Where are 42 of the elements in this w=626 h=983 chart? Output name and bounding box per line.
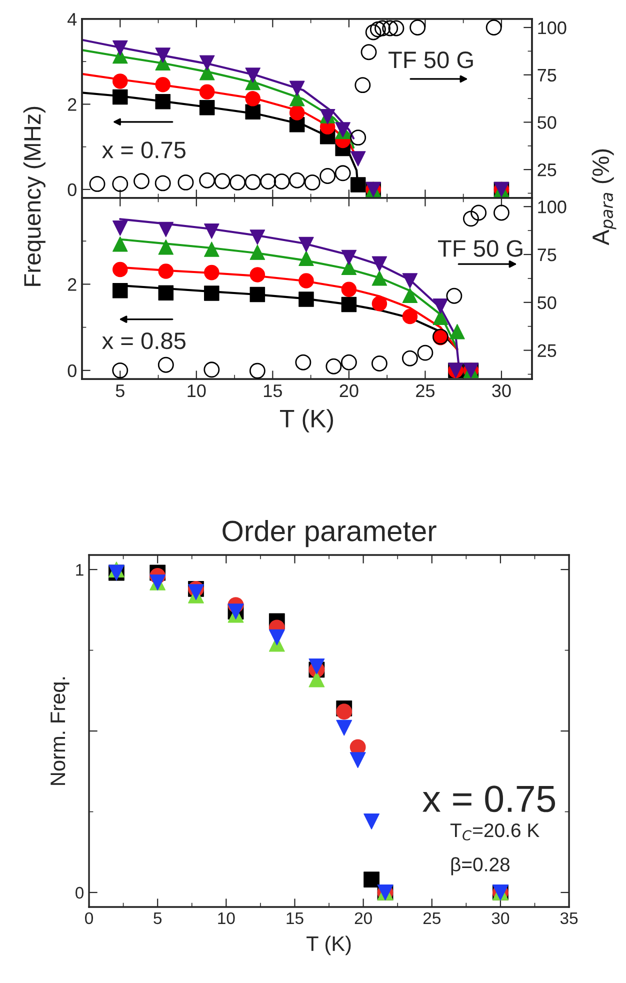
- y-tick-label: 2: [68, 98, 76, 111]
- annotation: x = 0.75: [102, 142, 186, 158]
- x-tick-label: 0: [85, 912, 93, 924]
- y-tick-label: 2: [68, 278, 76, 291]
- x-tick-label: 30: [492, 384, 511, 398]
- y-tick-label: 0: [76, 886, 84, 899]
- x-axis-title: T (K): [306, 936, 351, 956]
- y-axis-title: Frequency (MHz): [23, 106, 46, 286]
- x-tick-label: 10: [218, 912, 235, 924]
- x-tick-label: 20: [354, 912, 372, 924]
- annotation: x = 0.75: [422, 786, 556, 812]
- y2-tick-label: 25: [538, 163, 556, 176]
- y-tick-label: 4: [68, 13, 77, 26]
- x-tick-label: 30: [492, 912, 510, 924]
- annotation: TF 50 G: [388, 52, 473, 68]
- y2-tick-label: 50: [538, 116, 556, 129]
- x-tick-label: 20: [340, 384, 358, 398]
- x-tick-label: 25: [416, 384, 434, 398]
- y2-axis-title: A$_{para}$ (%): [592, 149, 616, 246]
- annotation: x = 0.85: [102, 332, 186, 350]
- y2-tick-label: 75: [538, 68, 556, 82]
- x-tick-label: 5: [116, 384, 124, 398]
- y-tick-label: 0: [68, 364, 76, 378]
- y-tick-label: 0: [68, 183, 76, 196]
- x-tick-label: 10: [188, 384, 206, 398]
- x-tick-label: 35: [560, 912, 578, 924]
- y2-tick-label: 50: [538, 296, 556, 310]
- x-tick-label: 25: [423, 912, 440, 924]
- annotation: T$_{C}$=20.6 K: [450, 823, 540, 840]
- y-tick-label: 1: [76, 564, 84, 576]
- x-tick-label: 15: [264, 384, 282, 398]
- x-tick-label: 5: [154, 912, 162, 924]
- annotation: β=0.28: [451, 857, 510, 876]
- x-tick-label: 15: [286, 912, 304, 924]
- chart-title: Order parameter: [222, 520, 436, 548]
- y2-tick-label: 100: [538, 200, 566, 214]
- y2-tick-label: 100: [538, 21, 566, 34]
- y2-tick-label: 75: [538, 248, 556, 262]
- y-axis-title: Norm. Freq.: [50, 677, 70, 785]
- y2-tick-label: 25: [538, 344, 556, 358]
- annotation: TF 50 G: [438, 240, 522, 257]
- x-axis-title: T (K): [280, 409, 333, 432]
